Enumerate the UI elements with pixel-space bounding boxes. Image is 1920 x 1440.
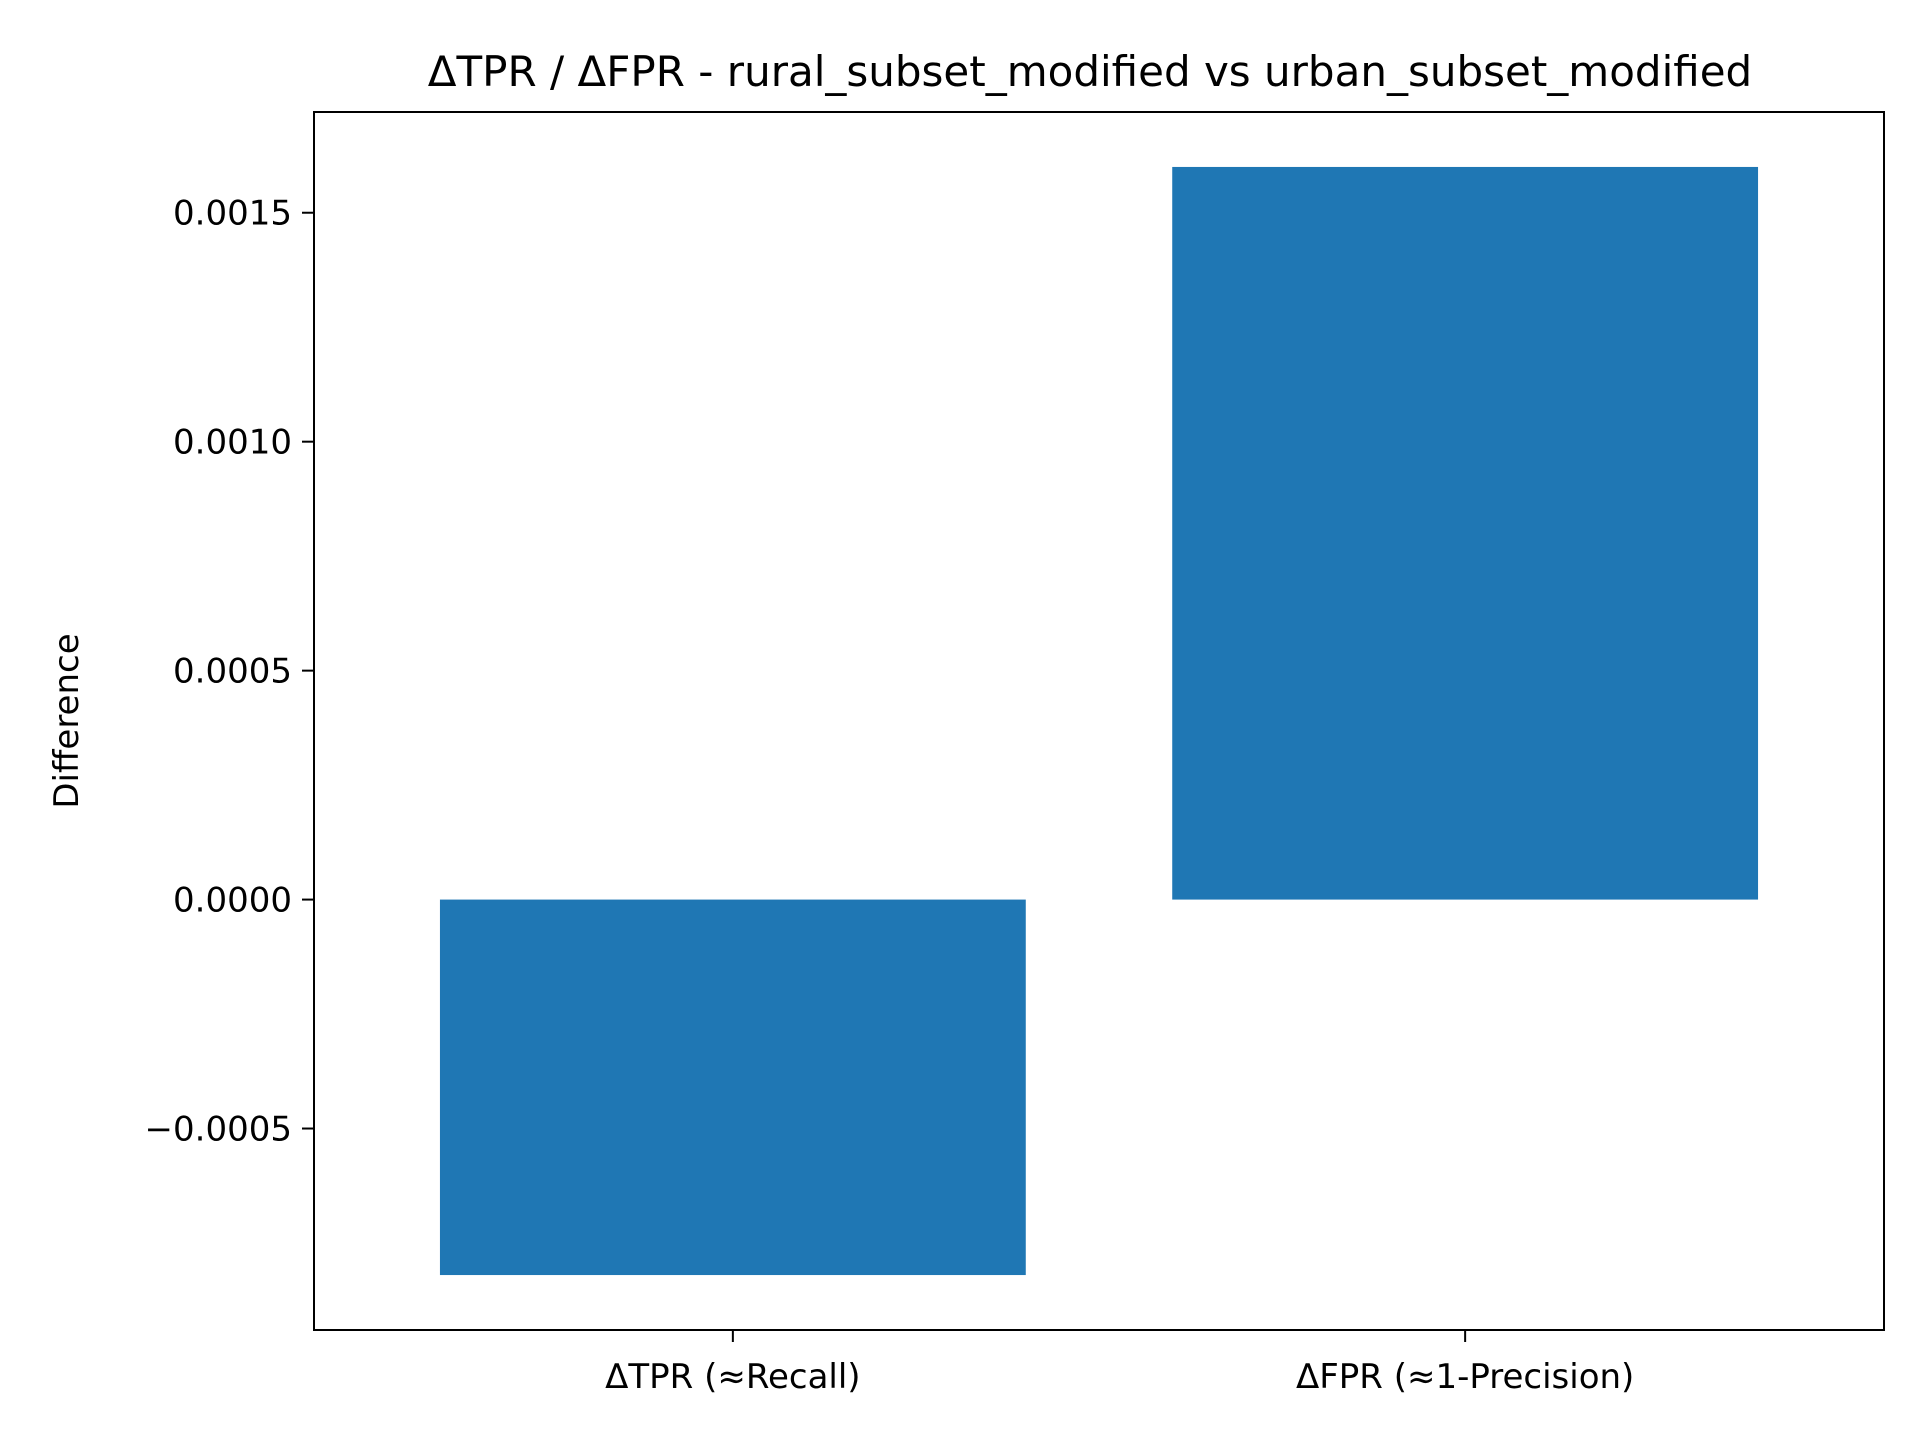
chart-title: ΔTPR / ΔFPR - rural_subset_modified vs u… [428, 47, 1752, 96]
y-tick-label: 0.0010 [173, 423, 292, 463]
y-tick-label: −0.0005 [145, 1110, 292, 1150]
plot-area [439, 166, 1759, 1276]
y-tick-label: 0.0015 [173, 194, 292, 234]
y-axis: −0.0005 0.0000 0.0005 0.0010 0.0015 [145, 194, 314, 1150]
y-axis-label: Difference [47, 633, 87, 808]
bar-0 [439, 899, 1026, 1276]
x-tick-label: ΔFPR (≈1-Precision) [1296, 1357, 1634, 1397]
y-tick-label: 0.0000 [173, 881, 292, 921]
plot-frame [313, 111, 1885, 1331]
y-tick-label: 0.0005 [173, 652, 292, 692]
x-tick-label: ΔTPR (≈Recall) [605, 1357, 860, 1397]
bar-1 [1172, 166, 1759, 900]
x-axis: ΔTPR (≈Recall) ΔFPR (≈1-Precision) [605, 1330, 1634, 1397]
